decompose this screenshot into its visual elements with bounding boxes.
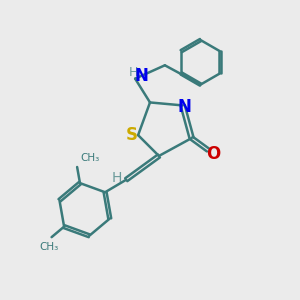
Text: N: N <box>135 67 148 85</box>
Text: H: H <box>129 66 138 79</box>
Text: N: N <box>177 98 191 116</box>
Text: O: O <box>206 146 220 164</box>
Text: CH₃: CH₃ <box>39 242 58 253</box>
Text: S: S <box>126 126 138 144</box>
Text: CH₃: CH₃ <box>81 153 100 164</box>
Text: H: H <box>112 171 122 185</box>
